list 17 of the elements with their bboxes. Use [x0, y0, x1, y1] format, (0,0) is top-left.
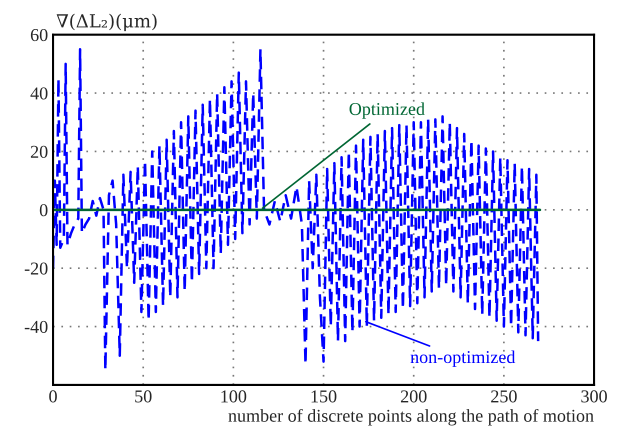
x-axis-title: number of discrete points along the path of motion — [228, 408, 594, 426]
legend-label: non-optimized — [410, 350, 516, 367]
x-tick-label: 250 — [491, 390, 517, 402]
y-tick-label: 60 — [30, 28, 48, 42]
y-tick-label: 0 — [40, 204, 48, 216]
y-tick-label: -20 — [24, 262, 48, 275]
x-tick-label: 0 — [49, 390, 57, 402]
y-axis-title: ∇(ΔL₂)(μm) — [56, 14, 157, 32]
x-tick-label: 100 — [221, 390, 246, 402]
x-tick-label: 50 — [135, 390, 152, 402]
x-tick-label: 300 — [581, 390, 607, 402]
text: Optimized — [350, 102, 425, 119]
y-tick-label: 40 — [30, 87, 48, 100]
y-tick-label: -40 — [24, 320, 48, 333]
x-tick-label: 150 — [312, 390, 336, 402]
y-tick-label: 20 — [30, 146, 48, 158]
x-tick-label: 200 — [400, 390, 427, 402]
